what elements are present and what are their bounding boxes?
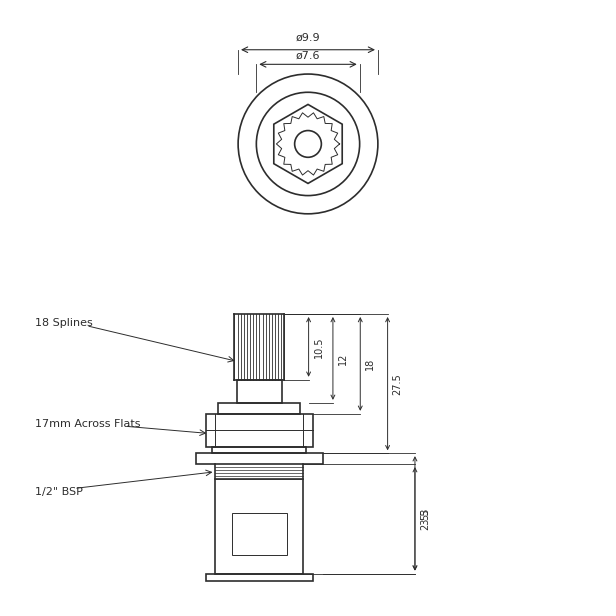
Text: 10.5: 10.5: [314, 336, 323, 358]
Bar: [216, 479, 304, 573]
Text: ø9.9: ø9.9: [296, 33, 320, 43]
Bar: [232, 513, 286, 555]
Text: 1/2" BSP: 1/2" BSP: [34, 487, 83, 496]
Text: 53: 53: [420, 507, 430, 519]
Bar: [206, 414, 312, 447]
Text: 27.5: 27.5: [392, 373, 402, 394]
Text: 23.5: 23.5: [420, 508, 430, 530]
Text: 12: 12: [338, 352, 348, 365]
Bar: [196, 453, 323, 464]
Bar: [206, 573, 312, 582]
Text: 18: 18: [365, 358, 375, 370]
Bar: [218, 403, 301, 414]
Text: 17mm Across Flats: 17mm Across Flats: [34, 419, 140, 429]
Text: 18 Splines: 18 Splines: [34, 318, 92, 328]
Bar: [213, 447, 307, 453]
Text: ø7.6: ø7.6: [296, 51, 320, 61]
Bar: [237, 379, 282, 403]
